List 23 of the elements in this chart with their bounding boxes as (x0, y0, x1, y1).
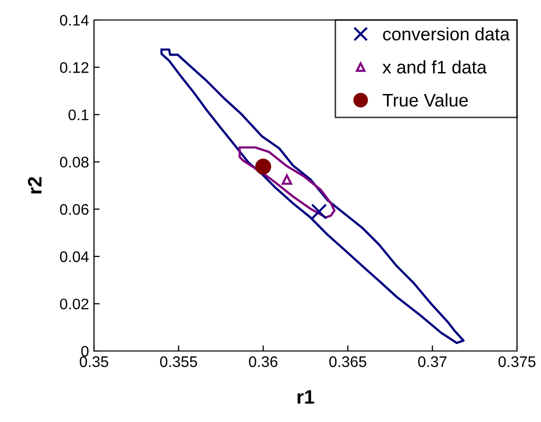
x-tick-label: 0.375 (498, 356, 536, 368)
y-tick-label: 0.14 (60, 14, 89, 26)
legend-label: x and f1 data (382, 60, 487, 74)
x-tick-label: 0.365 (329, 356, 366, 368)
x-tick-label: 0.35 (80, 356, 108, 368)
x-tick-label: 0.36 (248, 356, 278, 368)
x-axis-title: r1 (298, 390, 314, 404)
legend-label: True Value (382, 93, 468, 107)
y-tick-label: 0.12 (60, 62, 88, 73)
x-tick-label: 0.37 (418, 356, 446, 368)
point (255, 158, 272, 175)
y-tick-label: 0 (81, 346, 89, 357)
point (311, 204, 328, 220)
line-series (238, 146, 336, 219)
y-tick-label: 0.02 (60, 298, 88, 310)
y-tick-label: 0.08 (60, 156, 88, 168)
y-tick-label: 0.04 (60, 251, 89, 262)
x-tick-label: 0.355 (160, 356, 198, 368)
legend-label: conversion data (383, 27, 510, 40)
point (282, 174, 292, 185)
y-tick-label: 0.1 (68, 109, 88, 120)
y-tick-label: 0.06 (60, 204, 88, 215)
y-axis-title: r2 (28, 177, 42, 194)
